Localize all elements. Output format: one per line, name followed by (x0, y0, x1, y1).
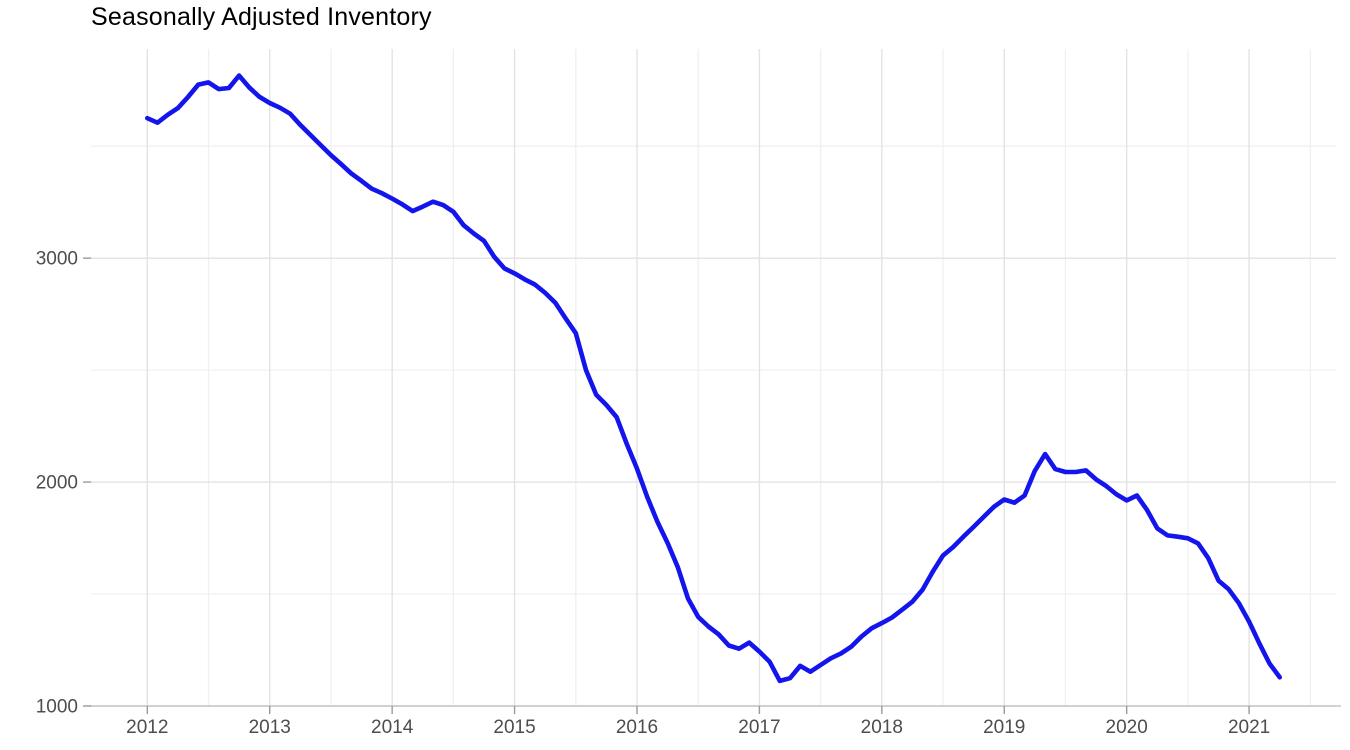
chart-title: Seasonally Adjusted Inventory (91, 3, 432, 31)
x-tick-label: 2018 (861, 717, 903, 738)
x-tick-label: 2021 (1228, 717, 1270, 738)
x-tick-label: 2013 (249, 717, 291, 738)
y-tick-label: 1000 (36, 697, 78, 718)
x-tick-label: 2012 (126, 717, 168, 738)
x-tick-label: 2020 (1106, 717, 1148, 738)
x-tick-label: 2017 (738, 717, 780, 738)
x-tick-label: 2019 (983, 717, 1025, 738)
x-tick-label: 2014 (371, 717, 414, 738)
y-tick-label: 2000 (36, 473, 78, 494)
x-tick-label: 2015 (493, 717, 535, 738)
y-tick-label: 3000 (36, 249, 78, 270)
series-line-seasonally-adjusted-inventory (145, 73, 1282, 684)
x-tick-label: 2016 (616, 717, 658, 738)
